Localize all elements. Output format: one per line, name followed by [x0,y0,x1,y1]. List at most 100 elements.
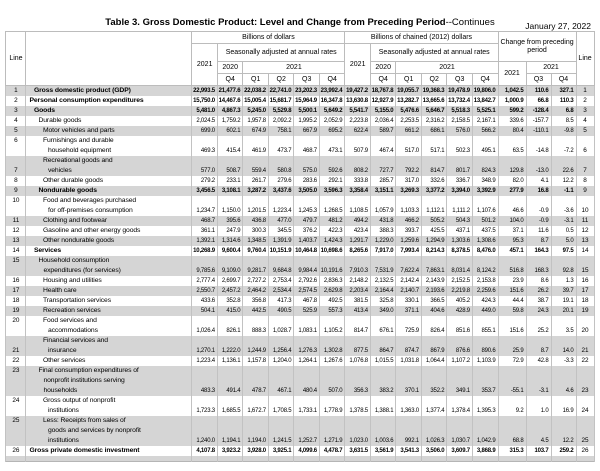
value-cell: 10,698.6 [318,246,346,256]
value-cell: 300.3 [242,226,269,236]
header-change-2021-annual: 2021 [497,61,527,86]
value-cell: 1,723.3 [191,396,218,416]
value-cell: 1,308.6 [471,236,499,246]
value-cell: 2,167.1 [471,116,499,126]
value-cell: 1,303.6 [446,236,473,246]
value-cell: 63.5 [497,136,527,156]
value-cell: 1,363.0 [395,396,422,416]
value-cell: 10,151.9 [267,246,295,256]
value-cell: 370.1 [395,366,422,396]
value-cell: 5,481.0 [191,106,218,116]
value-cell: 1,042.5 [497,85,527,96]
value-cell: 82.0 [497,176,527,186]
value-cell: -0.9 [525,196,552,216]
row-label: Goods [25,106,193,116]
value-cell: 622.4 [344,126,371,136]
value-cell: 279.2 [191,176,218,186]
value-cell: 1,223.4 [191,356,218,366]
value-cell: 393.7 [395,226,422,236]
value-cell: 7,917.0 [369,246,397,256]
value-cell: 330.1 [395,296,422,306]
header-billions-of-dollars: Billions of dollars [191,31,346,44]
row-label-line: Gasoline and other energy goods [42,227,141,234]
value-cell: 2,052.9 [318,116,346,126]
value-cell: 1,395.3 [471,396,499,416]
value-cell: 7,993.4 [395,246,422,256]
value-cell: -14.8 [525,136,552,156]
value-cell: 479.7 [293,216,320,226]
line-column-header-left: Line [5,31,27,86]
value-cell: 1,031.8 [395,356,422,366]
table-header: Line Billions of dollars Billions of cha… [5,31,595,86]
header-chained-2020: 2020 [369,61,397,74]
value-cell: 2,629.8 [318,286,346,296]
row-label-line: nonprofit institutions serving [43,377,125,384]
value-cell: 2,158.5 [446,116,473,126]
value-cell: 16.8 [525,186,552,196]
empty-cell [191,456,218,462]
value-cell: 480.4 [293,366,320,396]
value-cell: 3,437.6 [267,186,295,196]
value-cell: 425.5 [420,226,448,236]
value-cell: 2,550.7 [191,286,218,296]
value-cell: 1,276.3 [293,336,320,356]
value-cell: 1,223.4 [267,196,295,216]
value-cell: 415.4 [216,136,244,156]
value-cell: 10,268.9 [191,246,218,256]
value-cell: 104.0 [497,216,527,226]
value-cell: 46.6 [497,196,527,216]
value-cell: 345.5 [267,226,295,236]
header-chained-q4: Q4 [471,73,499,86]
value-cell: 259.2 [550,446,577,456]
table-row: 6 Furnishings and durable household equipm… [5,136,595,156]
value-cell: 4.1 [525,176,552,186]
value-cell: 525.9 [293,306,320,316]
header-current-2021-group: 2021 [242,61,346,74]
value-cell: 1,271.9 [318,416,346,446]
row-label: Food services and accommodations [25,316,193,336]
value-cell: 356.3 [344,366,371,396]
value-cell: 1,026.3 [420,416,448,446]
value-cell: 1,256.4 [267,336,295,356]
value-cell: 9,785.6 [191,256,218,276]
value-cell: 483.3 [191,366,218,396]
line-number-cell: 9 [575,186,595,196]
value-cell: 855.1 [471,316,499,336]
value-cell: 72.9 [497,356,527,366]
line-number-cell: 6 [575,136,595,156]
line-number-cell: 14 [5,246,27,256]
value-cell: 3,377.2 [420,186,448,196]
value-cell: 5,500.1 [293,106,320,116]
line-number-cell: 23 [575,366,595,396]
value-cell: 890.6 [471,336,499,356]
value-cell: 2,316.2 [420,116,448,126]
empty-cell [318,456,346,462]
header-change-q3: Q3 [525,73,552,86]
value-cell: 383.2 [369,366,397,396]
value-cell: -7.2 [550,136,577,156]
empty-cell [446,456,473,462]
value-cell: 2,142.4 [395,276,422,286]
value-cell: -110.1 [525,126,552,136]
line-number-cell: 24 [5,396,27,416]
value-cell: 18,767.8 [369,85,397,96]
header-current-q2: Q2 [267,73,295,86]
value-cell: 13,630.8 [344,96,371,106]
line-number-cell: 24 [575,396,595,416]
value-cell: 3,609.7 [446,446,473,456]
value-cell: 151.6 [497,286,527,296]
value-cell: 395.6 [216,216,244,226]
value-cell: 422.3 [318,226,346,236]
value-cell: 1,042.9 [471,416,499,446]
row-label-line: Motor vehicles and parts [42,127,115,134]
value-cell: 332.6 [420,176,448,186]
value-cell: 9,760.4 [242,246,269,256]
table-row: 17 Health care 2,550.7 2,457.2 2,464.2 2,534.… [5,286,595,296]
value-cell: 8,476.0 [471,246,499,256]
value-cell: 4,107.8 [191,446,218,456]
value-cell: 1,003.6 [369,416,397,446]
empty-cell [525,456,552,462]
value-cell: 580.8 [267,156,295,176]
value-cell: 5,525.1 [471,106,499,116]
value-cell: 19,478.9 [446,85,473,96]
